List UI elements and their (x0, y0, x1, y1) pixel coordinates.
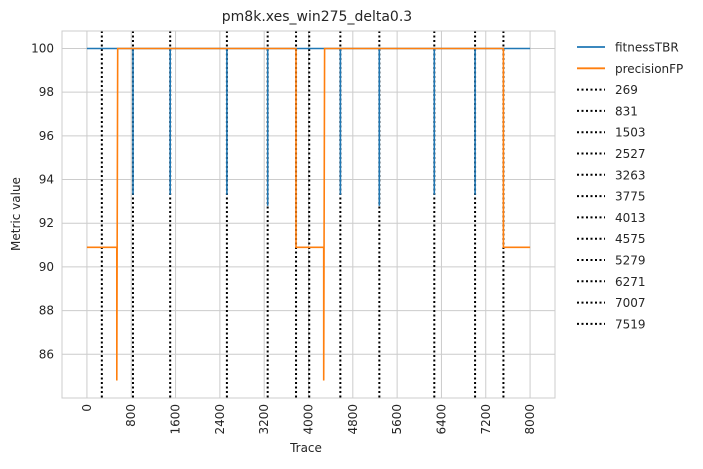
x-tick-label: 2400 (213, 404, 227, 435)
x-tick-label: 4800 (346, 404, 360, 435)
x-tick-label: 1600 (169, 404, 183, 435)
x-axis-ticks: 0 800 1600 2400 3200 4000 4800 5600 6400 7200 8000 (80, 404, 537, 435)
legend-label: 2527 (615, 147, 646, 161)
series-line-fitnessTBR (86, 47, 531, 206)
legend-label: 4575 (615, 232, 646, 246)
plot-frame (61, 30, 556, 399)
legend-label: fitnessTBR (615, 41, 679, 55)
x-tick-label: 4000 (302, 404, 316, 435)
legend-label: 1503 (615, 126, 646, 140)
y-tick-label: 90 (39, 260, 54, 274)
legend-label: 4013 (615, 211, 646, 225)
legend-label: 3263 (615, 168, 646, 182)
legend-label: 269 (615, 83, 638, 97)
y-tick-label: 96 (39, 129, 54, 143)
x-tick-label: 7200 (479, 404, 493, 435)
x-tick-label: 0 (80, 404, 94, 412)
y-tick-label: 94 (39, 173, 54, 187)
x-tick-label: 6400 (434, 404, 448, 435)
y-tick-label: 92 (39, 216, 54, 230)
y-axis-ticks: 86 88 90 92 94 96 98 100 (31, 41, 54, 361)
legend-label: 7007 (615, 296, 646, 310)
vertical-markers (100, 31, 505, 398)
y-tick-label: 98 (39, 85, 54, 99)
x-tick-label: 8000 (523, 404, 537, 435)
legend: fitnessTBR precisionFP 269 831 1503 2527 3263 3… (577, 41, 683, 331)
legend-label: 831 (615, 104, 638, 118)
series-line-precisionFP (86, 47, 531, 381)
x-tick-label: 5600 (390, 404, 404, 435)
y-tick-label: 100 (31, 41, 54, 55)
x-tick-label: 3200 (257, 404, 271, 435)
x-tick-label: 800 (124, 404, 138, 427)
legend-label: precisionFP (615, 62, 683, 76)
x-axis-label: Trace (289, 441, 322, 455)
legend-label: 5279 (615, 254, 646, 268)
y-tick-label: 88 (39, 304, 54, 318)
legend-label: 6271 (615, 275, 646, 289)
series-lines (86, 47, 531, 381)
y-tick-label: 86 (39, 347, 54, 361)
legend-label: 7519 (615, 317, 646, 331)
chart-title: pm8k.xes_win275_delta0.3 (222, 9, 412, 25)
legend-label: 3775 (615, 190, 646, 204)
y-axis-label: Metric value (9, 177, 23, 251)
